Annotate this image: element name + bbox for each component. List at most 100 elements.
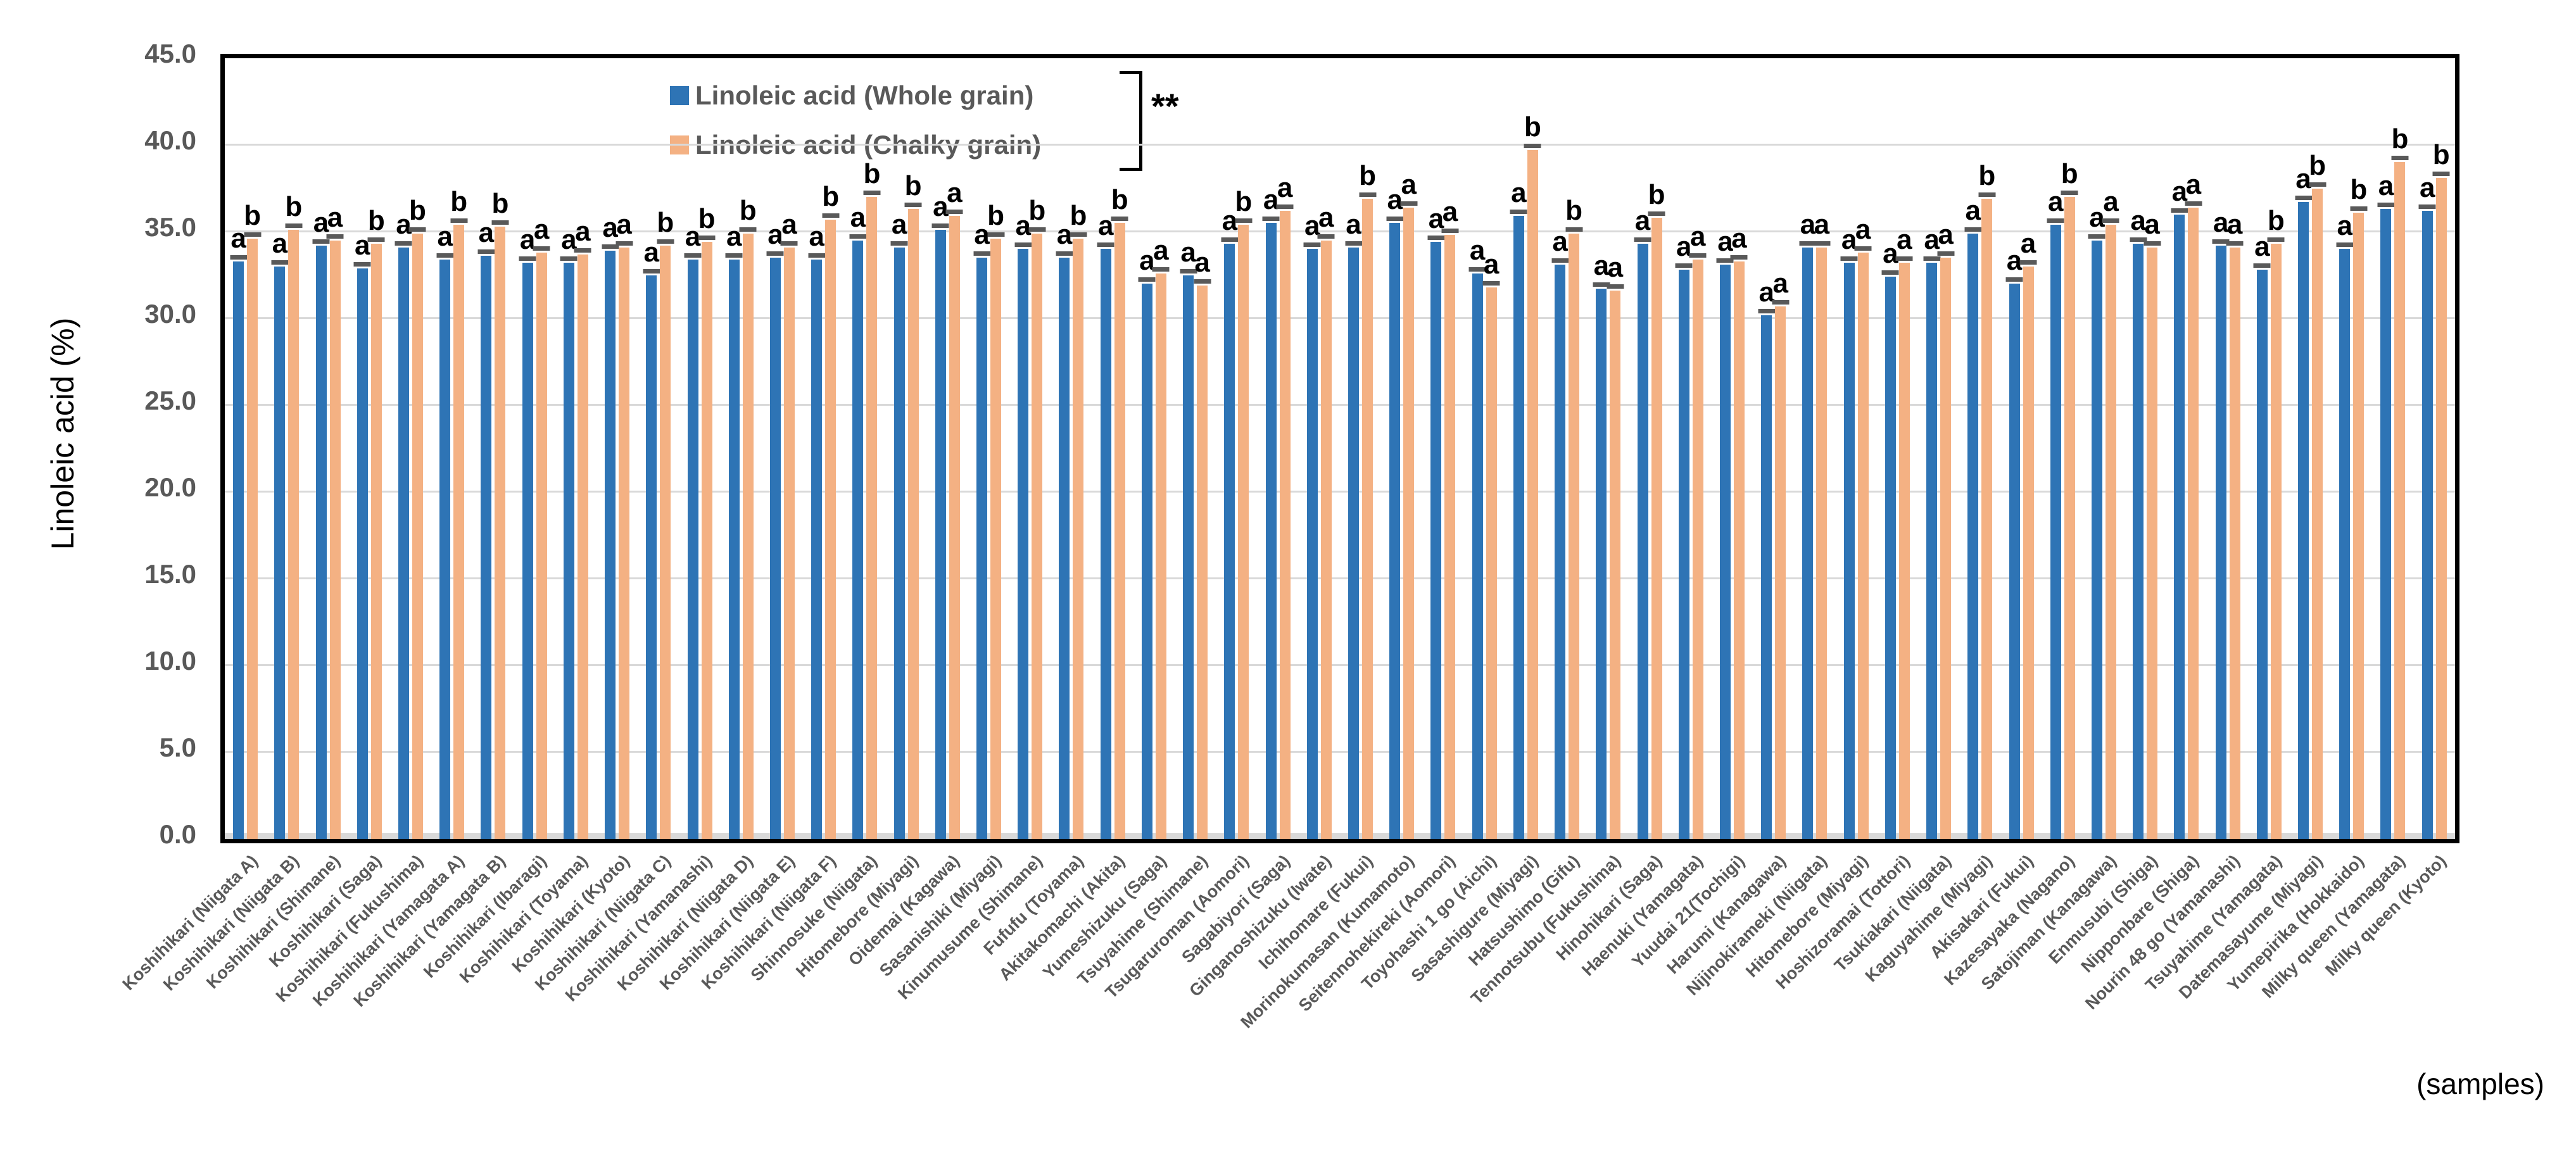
significance-letter: b xyxy=(698,203,716,235)
bar-whole-grain: a xyxy=(1964,196,1982,839)
error-bar-cap xyxy=(2171,208,2188,213)
error-bar-cap xyxy=(1854,246,1872,251)
significance-letter: a xyxy=(1222,205,1238,237)
error-bar-cap xyxy=(973,251,991,256)
significance-letter: a xyxy=(850,201,866,233)
bar-chalky-grain: b xyxy=(1524,113,1541,839)
error-bar-cap xyxy=(271,260,289,265)
error-bar-cap xyxy=(1014,242,1032,248)
error-bar-cap xyxy=(890,241,908,246)
error-bar-cap xyxy=(849,234,867,239)
significance-letter: a xyxy=(643,236,660,268)
error-bar-cap xyxy=(808,253,826,258)
significance-letter: a xyxy=(767,219,783,251)
bar-whole-grain: a xyxy=(1551,228,1569,839)
bar-whole-grain: a xyxy=(519,226,536,839)
error-bar-cap xyxy=(1565,227,1583,232)
significance-letter: a xyxy=(1056,219,1073,251)
bar-chalky-grain: b xyxy=(1565,196,1583,839)
significance-letter: a xyxy=(1552,226,1568,258)
significance-letter: a xyxy=(1924,224,1940,256)
significance-letter: a xyxy=(1607,252,1624,284)
significance-letter: b xyxy=(1070,199,1087,231)
error-bar-cap xyxy=(1070,232,1087,237)
error-bar-cap xyxy=(2130,237,2147,242)
significance-letter: a xyxy=(327,201,343,233)
gridline-20 xyxy=(225,491,2455,493)
error-bar-cap xyxy=(244,232,262,237)
y-tick-label: 0.0 xyxy=(159,819,196,849)
significance-letter: a xyxy=(1814,208,1830,240)
significance-letter: a xyxy=(230,222,246,254)
error-bar-cap xyxy=(1262,217,1280,222)
error-bar-cap xyxy=(1923,256,1941,261)
significance-letter: a xyxy=(1180,236,1196,268)
significance-letter: b xyxy=(739,194,757,226)
error-bar-cap xyxy=(519,256,536,261)
significance-letter: a xyxy=(1483,248,1500,280)
bar-whole-grain: a xyxy=(1923,226,1941,839)
significance-letter: a xyxy=(2226,208,2243,240)
significance-letter: a xyxy=(396,208,412,240)
bar-whole-grain: a xyxy=(1799,210,1817,839)
significance-letter: a xyxy=(1318,201,1334,233)
significance-letter: b xyxy=(491,187,509,219)
bar-chalky-grain: b xyxy=(1111,186,1128,839)
bar-whole-grain: a xyxy=(1386,186,1404,839)
error-bar-cap xyxy=(1593,282,1610,287)
significance-letter: a xyxy=(2378,170,2394,202)
bar-whole-grain: a xyxy=(1303,212,1321,839)
y-tick-label: 20.0 xyxy=(144,472,196,502)
bar-chalky-grain: a xyxy=(2144,210,2161,839)
bar-chalky-grain: a xyxy=(1441,198,1459,839)
bar-chalky-grain: a xyxy=(1276,174,1294,839)
error-bar-cap xyxy=(2212,239,2230,244)
bar-chalky-grain: b xyxy=(408,196,426,839)
bar-whole-grain: a xyxy=(973,221,991,839)
bar-whole-grain: a xyxy=(602,214,619,839)
significance-letter: b xyxy=(1524,111,1541,143)
error-bar-cap xyxy=(1730,255,1748,260)
significance-letter: a xyxy=(2103,186,2119,218)
bar-whole-grain: a xyxy=(1510,179,1527,839)
significance-letter: a xyxy=(1263,184,1279,216)
bar-whole-grain: a xyxy=(1138,247,1156,839)
significance-letter: a xyxy=(1841,224,1857,256)
bar-chalky-grain: b xyxy=(285,193,303,839)
bar-whole-grain: a xyxy=(849,203,867,839)
error-bar-cap xyxy=(657,239,674,244)
significance-letter: a xyxy=(2020,227,2036,259)
significance-letter: a xyxy=(726,220,742,252)
significance-letter: a xyxy=(2337,210,2353,242)
bar-chalky-grain: b xyxy=(491,189,509,839)
bar-chalky-grain: a xyxy=(1813,210,1831,839)
significance-letter: a xyxy=(1387,184,1403,216)
legend-label-whole-grain: Linoleic acid (Whole grain) xyxy=(695,80,1034,110)
error-bar-cap xyxy=(1097,242,1114,248)
gridline-10 xyxy=(225,664,2455,666)
bar-chalky-grain: a xyxy=(1607,254,1624,839)
significance-letter: a xyxy=(272,227,288,259)
bar-chalky-grain: a xyxy=(1482,250,1500,839)
bar-whole-grain: a xyxy=(353,231,371,839)
significance-letter: b xyxy=(1359,160,1376,191)
bar-whole-grain: a xyxy=(1427,205,1445,839)
error-bar-cap xyxy=(312,239,330,244)
bar-whole-grain: a xyxy=(931,193,949,839)
bar-whole-grain: a xyxy=(1716,228,1734,839)
